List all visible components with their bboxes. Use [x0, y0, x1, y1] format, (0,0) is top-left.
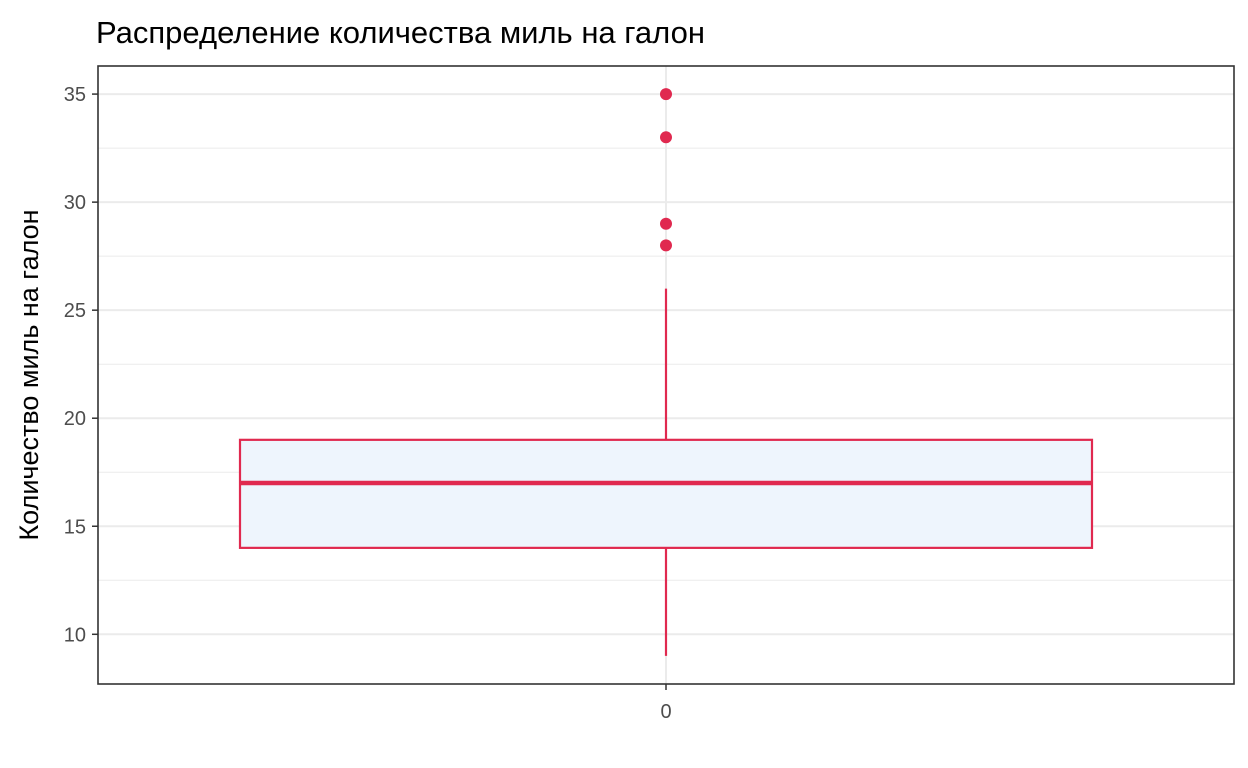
chart-title: Распределение количества миль на галон	[96, 15, 705, 50]
outlier-point	[660, 217, 672, 230]
outlier-point	[660, 131, 672, 144]
box-iqr	[238, 438, 1094, 549]
y-tick-label: 15	[64, 516, 86, 538]
y-tick-label: 35	[64, 84, 86, 106]
panel-border	[97, 65, 1235, 685]
y-tick-label: 30	[64, 192, 86, 214]
y-tick-label: 20	[64, 408, 86, 430]
outlier-point	[660, 88, 672, 101]
x-tick-label: 0	[660, 701, 671, 723]
y-tick-label: 25	[64, 300, 86, 322]
y-axis-label: Количество миль на галон	[14, 209, 44, 540]
box-group	[238, 88, 1094, 656]
y-axis-ticks: 10 15 20 25 30 35	[64, 84, 98, 646]
outlier-point	[660, 239, 672, 252]
y-tick-label: 10	[64, 624, 86, 646]
x-axis-ticks: 0	[660, 684, 672, 723]
